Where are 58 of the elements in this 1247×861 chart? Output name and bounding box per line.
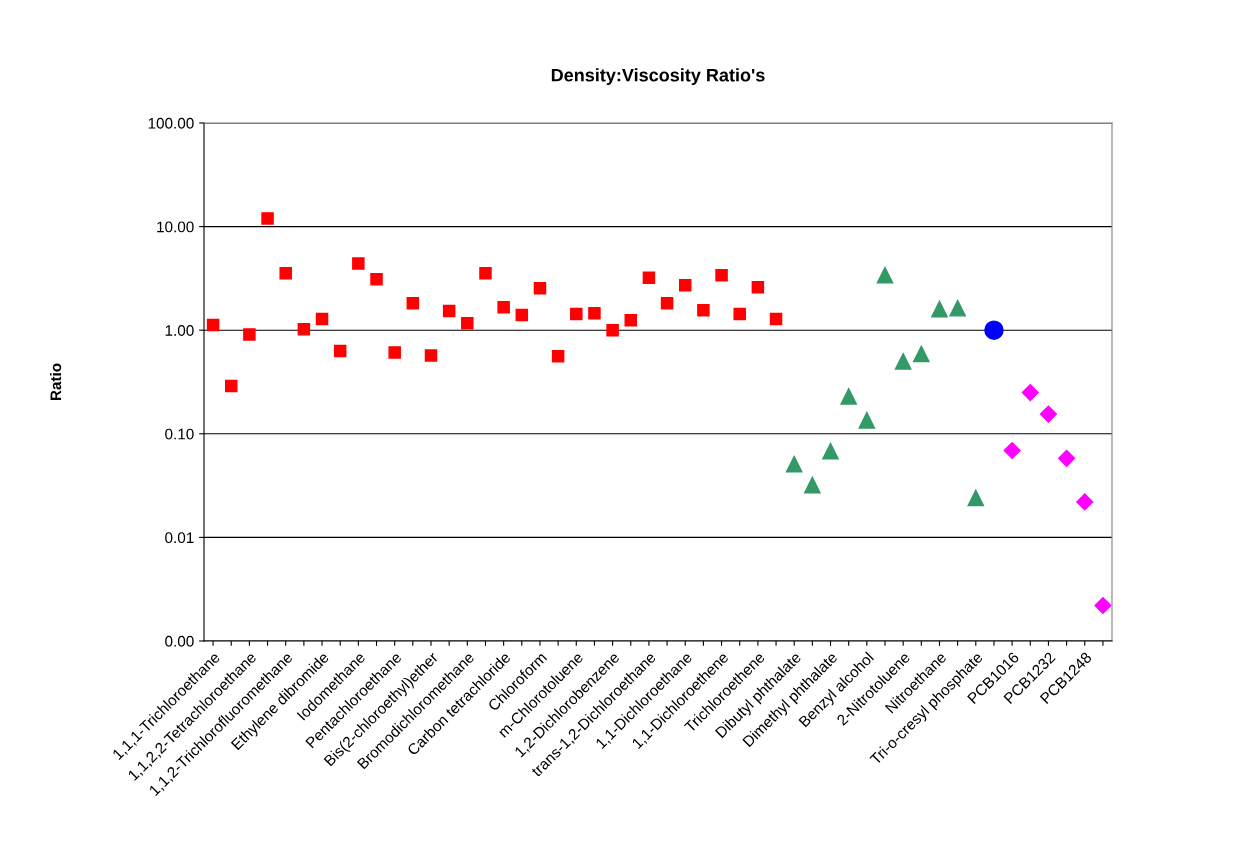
point [697,303,710,317]
chart-title: Density:Viscosity Ratio's [551,68,765,86]
point [1076,493,1094,511]
point [551,350,565,363]
point [733,307,746,321]
point [224,379,238,393]
point [678,278,692,292]
point [642,271,656,285]
point [515,308,529,322]
y-axis-title: Ratio [49,363,62,401]
point [751,280,765,294]
point [967,489,985,507]
point [769,312,783,326]
point [858,411,876,429]
point [624,313,638,327]
point [261,212,274,225]
point [315,312,329,326]
point [1039,405,1057,423]
point [352,257,365,270]
point [984,320,1004,340]
point [406,297,420,310]
point [206,318,220,332]
point [1003,441,1021,460]
point [570,307,583,321]
point [912,345,930,363]
point [243,328,256,341]
point [297,323,311,336]
point [533,282,547,295]
point [785,455,803,473]
point [894,353,912,370]
point [931,300,948,318]
point [606,323,619,337]
point [333,344,347,358]
y-tick-label: 0.00 [165,635,194,647]
y-tick-label: 10.00 [157,221,194,233]
y-tick-label: 0.10 [165,428,194,440]
point [876,266,894,284]
point [660,297,674,310]
point [388,346,401,359]
point [442,304,456,318]
point [479,266,492,280]
point [588,306,601,320]
point [424,349,438,362]
y-tick-label: 1.00 [165,325,194,336]
point [1058,449,1076,467]
point [715,268,728,282]
point [1021,384,1039,402]
point [804,476,821,494]
y-tick-label: 0.01 [165,532,194,544]
point [822,442,839,460]
point [279,266,292,280]
y-tick-label: 100.00 [148,117,194,129]
point [1094,596,1112,615]
point [949,299,966,317]
point [461,316,474,330]
point [840,387,858,405]
point [370,273,383,286]
point [497,300,510,314]
